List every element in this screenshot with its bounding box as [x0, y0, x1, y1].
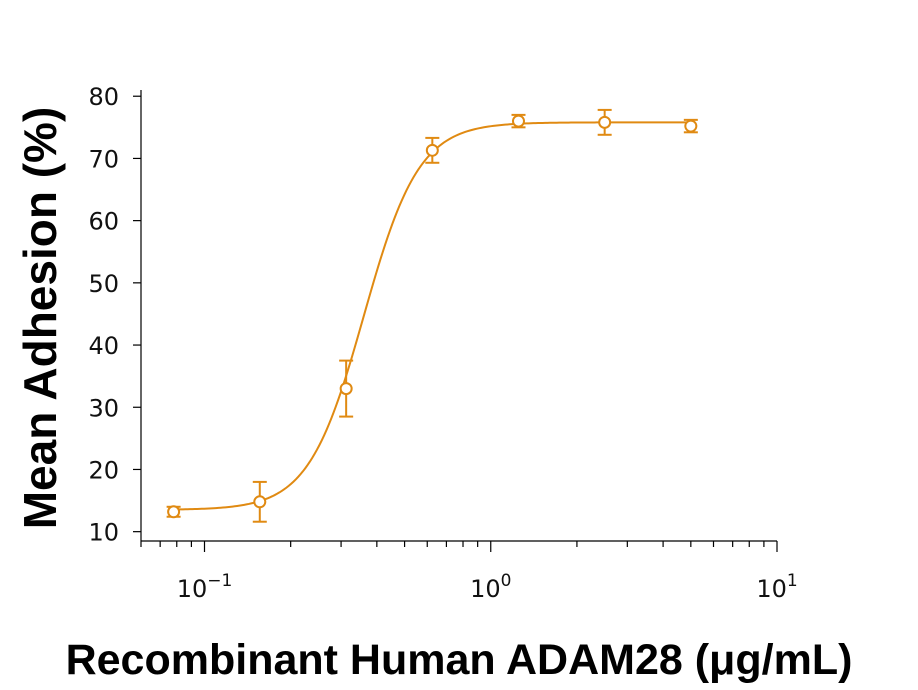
- y-tick-label: 50: [88, 270, 119, 298]
- data-point-marker: [598, 115, 612, 129]
- data-point: [511, 113, 526, 129]
- x-tick-label: 10−1: [177, 571, 233, 603]
- y-tick-label: 40: [88, 332, 119, 360]
- data-point: [425, 136, 440, 164]
- data-points-layer: [166, 108, 698, 523]
- y-tick-label: 80: [88, 83, 119, 111]
- fit-curve: [173, 121, 691, 511]
- x-axis-ticks: 10−1 100 101: [140, 541, 798, 603]
- x-axis-title: Recombinant Human ADAM28 (μg/mL): [66, 636, 853, 684]
- data-point: [339, 359, 354, 418]
- y-axis-ticks: 10 20 30 40 50 60 70 80: [88, 83, 141, 547]
- y-tick-label: 20: [88, 456, 119, 484]
- y-tick-label: 10: [88, 519, 119, 547]
- data-point-marker: [167, 505, 181, 519]
- data-point: [597, 108, 612, 136]
- y-tick-label: 30: [88, 394, 119, 422]
- y-axis-title: Mean Adhesion (%): [14, 107, 66, 530]
- axes: [140, 90, 777, 542]
- data-point-marker: [511, 114, 525, 128]
- y-tick-label: 70: [88, 145, 119, 173]
- data-point-marker: [339, 382, 353, 396]
- data-point: [252, 480, 267, 523]
- fit-curve-layer: [173, 121, 691, 511]
- x-tick-label: 100: [470, 571, 511, 603]
- data-point-marker: [253, 495, 267, 509]
- data-point-marker: [684, 119, 698, 133]
- data-point: [683, 118, 698, 134]
- data-point-marker: [425, 143, 439, 157]
- y-tick-label: 60: [88, 208, 119, 236]
- x-tick-label: 101: [756, 571, 797, 603]
- data-point: [166, 505, 181, 519]
